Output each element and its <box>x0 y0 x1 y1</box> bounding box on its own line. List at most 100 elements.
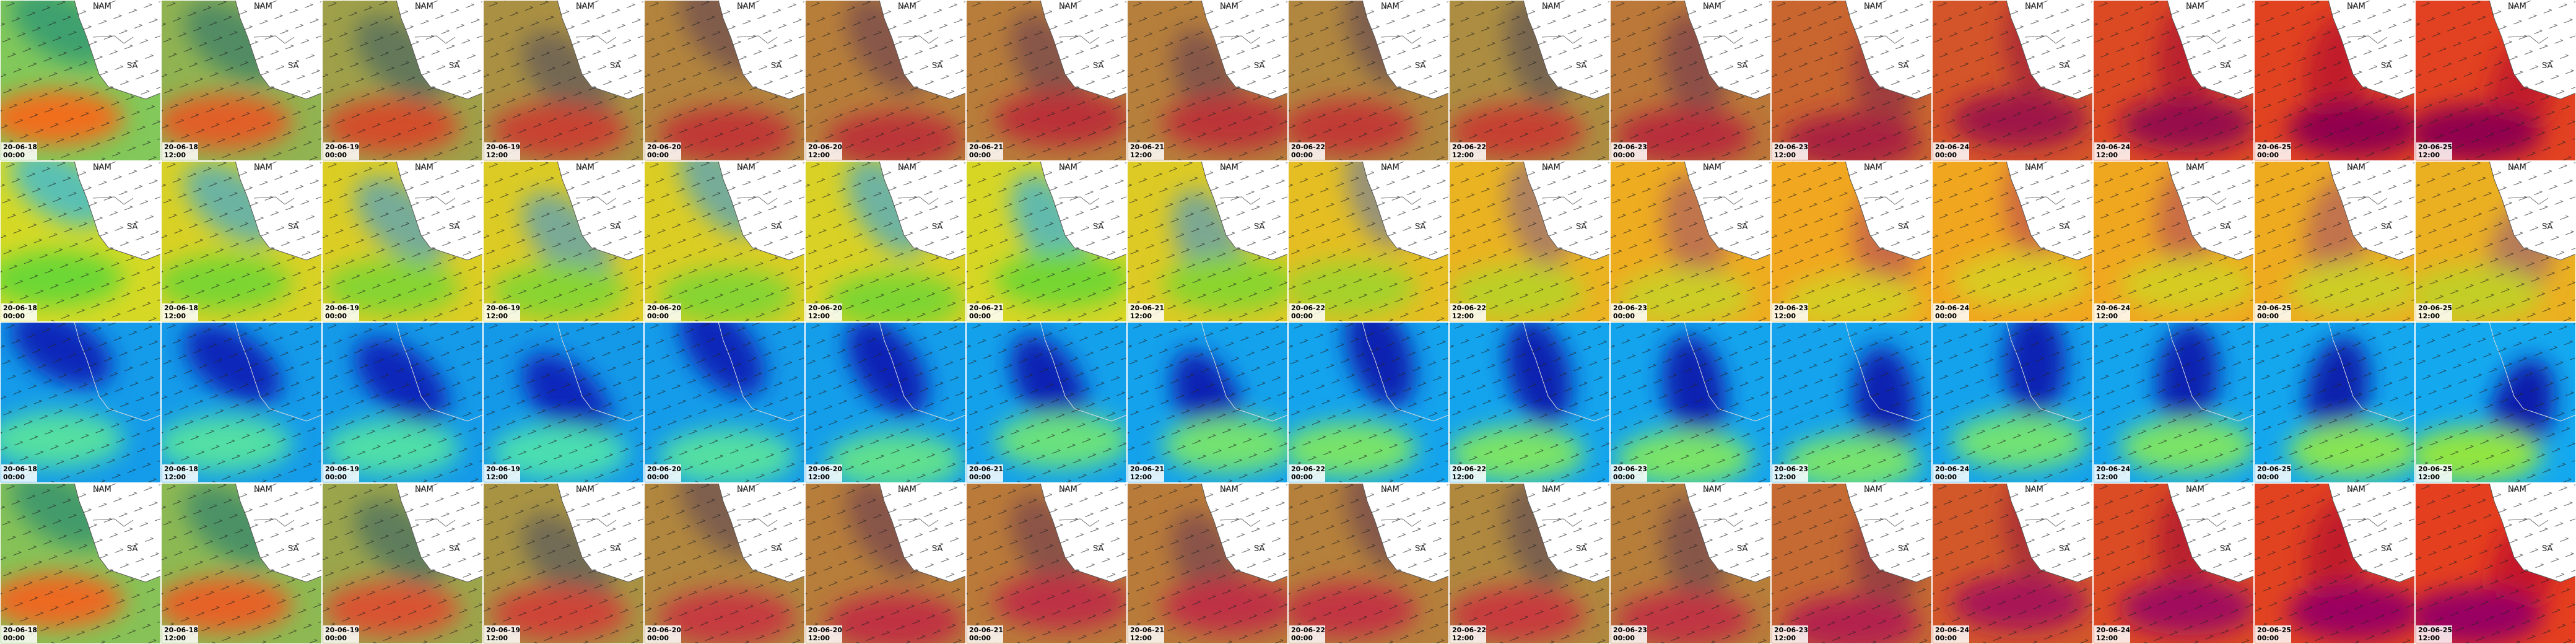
tile-frame <box>483 322 644 483</box>
date-label: 20-06-23 <box>1774 143 1808 151</box>
tile-frame <box>1771 322 1932 483</box>
date-label: 20-06-20 <box>808 626 842 634</box>
stamp-box <box>1128 464 1164 482</box>
time-label: 12:00 <box>808 634 830 642</box>
time-label: 00:00 <box>647 473 669 481</box>
stamp-box <box>1289 464 1325 482</box>
stamp-box <box>967 625 1003 643</box>
stamp-box <box>806 625 842 643</box>
wind-vectors <box>2254 483 2415 644</box>
date-label: 20-06-20 <box>808 465 842 473</box>
tile-frame <box>1932 322 2093 483</box>
time-label: 12:00 <box>2418 473 2440 481</box>
tile-frame <box>1288 322 1449 483</box>
stamp-box <box>323 464 359 482</box>
time-label: 12:00 <box>164 312 186 320</box>
wind-vectors <box>0 483 161 644</box>
date-label: 20-06-18 <box>164 143 198 151</box>
date-label: 20-06-19 <box>325 143 359 151</box>
time-label: 12:00 <box>1130 634 1152 642</box>
wind-vectors <box>1127 322 1288 483</box>
stamp-box <box>1772 625 1808 643</box>
wind-vectors <box>322 483 483 644</box>
date-label: 20-06-23 <box>1774 465 1808 473</box>
date-label: 20-06-24 <box>2096 626 2130 634</box>
wind-vectors <box>1771 322 1932 483</box>
tile-frame <box>161 161 322 322</box>
time-label: 00:00 <box>325 634 347 642</box>
tile-frame <box>1449 322 1610 483</box>
tile-frame <box>2254 161 2415 322</box>
tile-frame <box>1610 161 1771 322</box>
time-label: 00:00 <box>1613 151 1635 159</box>
date-label: 20-06-23 <box>1774 304 1808 312</box>
stamp-box <box>1450 625 1486 643</box>
stamp-box <box>162 464 198 482</box>
date-label: 20-06-20 <box>808 304 842 312</box>
date-label: 20-06-23 <box>1613 143 1647 151</box>
time-label: 12:00 <box>2418 312 2440 320</box>
stamp-box <box>1772 464 1808 482</box>
date-label: 20-06-19 <box>325 465 359 473</box>
time-label: 12:00 <box>808 151 830 159</box>
tile-frame <box>1127 0 1288 161</box>
time-label: 12:00 <box>2096 312 2118 320</box>
wind-vectors <box>1932 322 2093 483</box>
stamp-box <box>1450 142 1486 160</box>
time-label: 12:00 <box>1452 312 1474 320</box>
tile-frame <box>1610 322 1771 483</box>
stamp-box <box>1933 464 1969 482</box>
time-label: 12:00 <box>1452 473 1474 481</box>
tile-frame <box>805 322 966 483</box>
date-label: 20-06-18 <box>3 465 37 473</box>
stamp-box <box>1289 142 1325 160</box>
time-label: 00:00 <box>1935 634 1957 642</box>
wind-vectors <box>2093 161 2254 322</box>
tile-frame <box>1449 161 1610 322</box>
time-label: 12:00 <box>2096 151 2118 159</box>
date-label: 20-06-24 <box>1935 304 1969 312</box>
wind-vectors <box>0 322 161 483</box>
wind-vectors <box>322 0 483 161</box>
date-label: 20-06-19 <box>486 626 520 634</box>
date-label: 20-06-25 <box>2418 626 2452 634</box>
tile-frame <box>2093 0 2254 161</box>
wind-vectors <box>2093 483 2254 644</box>
wind-vectors <box>1771 483 1932 644</box>
wind-vectors <box>966 0 1127 161</box>
time-label: 12:00 <box>1774 312 1796 320</box>
time-label: 12:00 <box>1130 312 1152 320</box>
tile-frame <box>2254 322 2415 483</box>
tile-frame <box>966 0 1127 161</box>
date-label: 20-06-25 <box>2257 626 2291 634</box>
time-label: 00:00 <box>1291 151 1313 159</box>
stamp-box <box>645 142 681 160</box>
tile-frame <box>483 0 644 161</box>
